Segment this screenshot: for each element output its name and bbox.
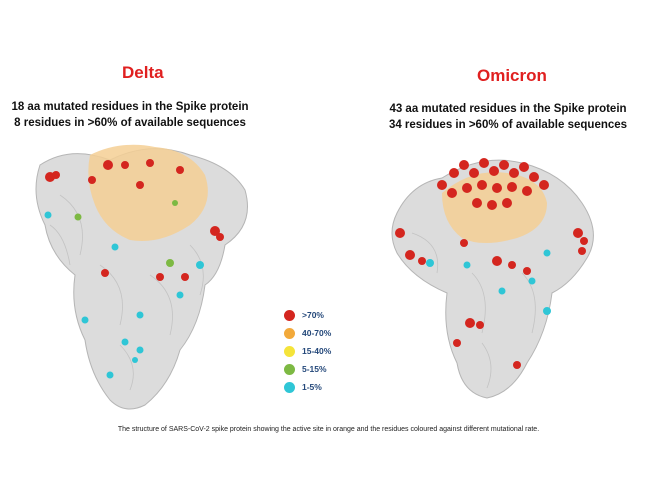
omicron-spike-structure (391, 158, 594, 399)
omicron-subtitle-line2: 34 residues in >60% of available sequenc… (388, 119, 628, 131)
legend-label: 1-5% (302, 382, 322, 392)
delta-subtitle-line1: 18 aa mutated residues in the Spike prot… (11, 101, 249, 113)
omicron-residues-red (395, 158, 588, 369)
omicron-protein-body (391, 159, 594, 399)
legend: >70% 40-70% 15-40% 5-15% 1-5% (284, 306, 331, 396)
legend-item-over-70: >70% (284, 306, 331, 324)
delta-residues-red (45, 159, 224, 281)
legend-dot-green (284, 363, 295, 375)
omicron-residues-cyan (426, 249, 551, 315)
legend-label: 40-70% (302, 328, 332, 338)
legend-label: 5-15% (302, 364, 327, 374)
legend-item-5-15: 5-15% (284, 360, 331, 378)
legend-dot-yellow (284, 345, 295, 357)
delta-spike-structure (35, 144, 248, 410)
delta-subtitle: 18 aa mutated residues in the Spike prot… (0, 99, 260, 131)
legend-dot-cyan (284, 381, 295, 393)
legend-item-15-40: 15-40% (284, 342, 331, 360)
legend-label: 15-40% (302, 346, 332, 356)
legend-dot-red (284, 309, 295, 321)
omicron-subtitle-line1: 43 aa mutated residues in the Spike prot… (389, 103, 627, 115)
omicron-title: Omicron (477, 66, 547, 85)
delta-residues-cyan (44, 211, 204, 379)
omicron-subtitle: 43 aa mutated residues in the Spike prot… (378, 101, 638, 133)
delta-subtitle-line2: 8 residues in >60% of available sequence… (14, 117, 246, 129)
legend-item-1-5: 1-5% (284, 378, 331, 396)
delta-residues-green (74, 200, 178, 267)
legend-dot-orange (284, 327, 295, 339)
legend-item-40-70: 40-70% (284, 324, 331, 342)
legend-label: >70% (302, 310, 324, 320)
delta-title: Delta (122, 63, 164, 82)
figure-caption: The structure of SARS-CoV-2 spike protei… (117, 426, 540, 433)
